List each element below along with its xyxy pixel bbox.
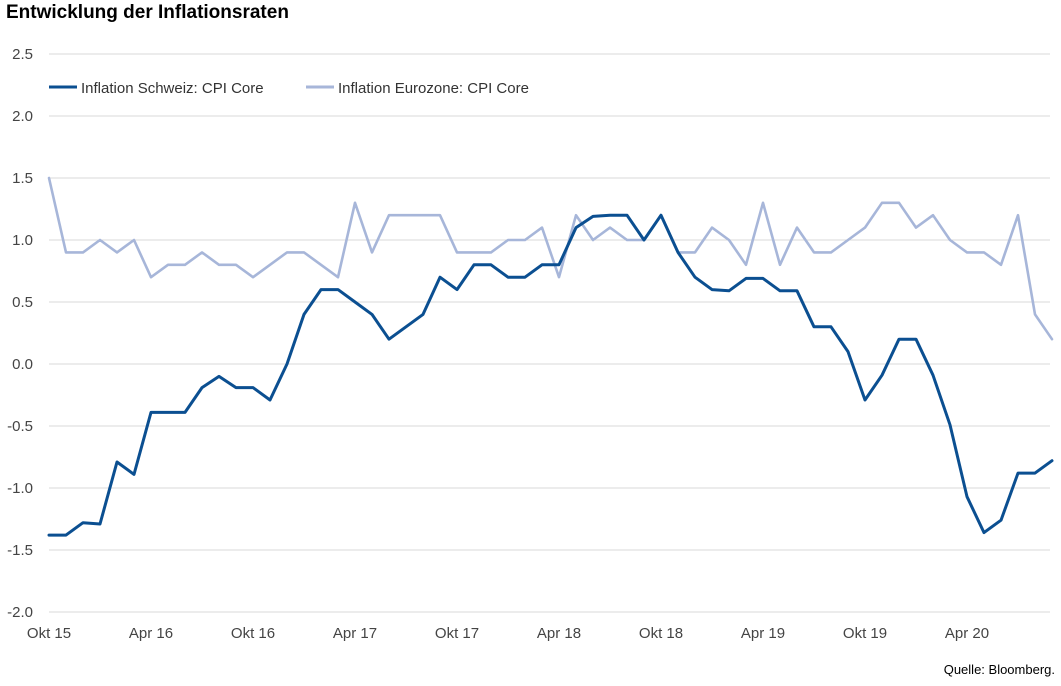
x-tick-label: Apr 17	[333, 625, 377, 642]
x-tick-label: Apr 18	[537, 625, 581, 642]
x-tick-label: Apr 19	[741, 625, 785, 642]
x-tick-label: Okt 16	[231, 625, 275, 642]
series-line-eurozone	[47, 176, 1054, 341]
y-tick-label: 0.5	[12, 294, 33, 311]
y-tick-label: 1.0	[12, 232, 33, 249]
y-axis-ticks: 2.5 2.0 1.5 1.0 0.5 0.0 -0.5 -1.0 -1.5 -2.0	[7, 46, 33, 621]
y-tick-label: 0.0	[12, 356, 33, 373]
x-tick-label: Okt 18	[639, 625, 683, 642]
y-tick-label: -1.5	[7, 542, 33, 559]
y-tick-label: 2.5	[12, 46, 33, 63]
x-tick-label: Okt 19	[843, 625, 887, 642]
source-note: Quelle: Bloomberg.	[943, 662, 1055, 677]
chart-title: Entwicklung der Inflationsraten	[6, 2, 289, 23]
y-tick-label: -1.0	[7, 480, 33, 497]
x-tick-label: Okt 17	[435, 625, 479, 642]
legend-label: Inflation Schweiz: CPI Core	[81, 80, 264, 97]
series-lines	[47, 176, 1054, 537]
x-axis-ticks: Okt 15 Apr 16 Okt 16 Apr 17 Okt 17 Apr 18 Okt …	[27, 625, 989, 642]
x-tick-label: Apr 16	[129, 625, 173, 642]
series-line-schweiz	[47, 213, 1054, 537]
legend: Inflation Schweiz: CPI Core Inflation Eur…	[49, 80, 529, 97]
y-tick-label: -2.0	[7, 604, 33, 621]
y-tick-label: -0.5	[7, 418, 33, 435]
x-tick-label: Okt 15	[27, 625, 71, 642]
grid-lines	[49, 53, 1050, 613]
y-tick-label: 1.5	[12, 170, 33, 187]
x-tick-label: Apr 20	[945, 625, 989, 642]
legend-label: Inflation Eurozone: CPI Core	[338, 80, 529, 97]
y-tick-label: 2.0	[12, 108, 33, 125]
